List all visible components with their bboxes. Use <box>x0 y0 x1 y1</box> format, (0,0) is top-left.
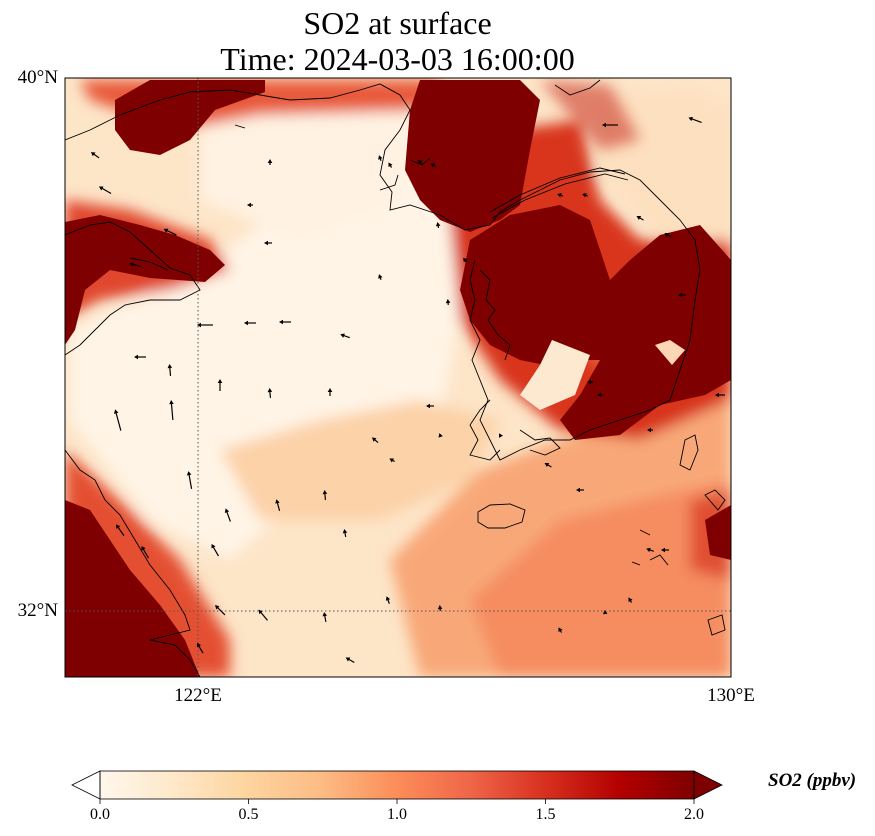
wind-vector-head <box>576 487 580 493</box>
wind-vector-head <box>267 159 273 163</box>
wind-vector-head <box>426 403 430 409</box>
wind-vector-head <box>98 186 104 191</box>
wind-vector-head <box>217 379 223 383</box>
wind-vector-head <box>247 202 251 208</box>
wind-vector-head <box>345 657 351 662</box>
wind-vector-head <box>90 152 96 157</box>
wind-vector <box>259 610 268 621</box>
lon-label-130e: 130°E <box>707 685 755 706</box>
wind-vector-head <box>113 409 119 414</box>
wind-vector-head <box>388 162 393 168</box>
wind-vector-head <box>715 392 719 398</box>
wind-vector-head <box>275 499 280 504</box>
wind-vector-head <box>163 228 169 233</box>
gridlines <box>65 78 731 677</box>
wind-vector <box>170 401 174 421</box>
wind-vector-head <box>134 354 138 360</box>
colorbar-extend-min <box>71 770 101 800</box>
wind-vector-head <box>544 463 550 467</box>
wind-vector-head <box>463 257 468 263</box>
wind-vector-head <box>378 274 383 279</box>
wind-vector-head <box>258 609 263 615</box>
wind-vector-head <box>597 392 601 398</box>
colorbar-tick: 2.0 <box>684 806 704 823</box>
wind-vector-head <box>211 543 216 549</box>
wind-vector-head <box>115 524 121 529</box>
wind-vector-head <box>215 605 220 610</box>
map-title: SO2 at surface <box>303 5 492 41</box>
map-frame <box>64 77 732 678</box>
wind-vector-head <box>327 388 333 392</box>
wind-vector-head <box>628 597 633 603</box>
wind-vectors <box>90 116 725 664</box>
wind-vector-head <box>169 400 174 405</box>
wind-vector-head <box>186 471 192 476</box>
wind-vector <box>116 525 125 537</box>
wind-vector-head <box>224 508 230 513</box>
wind-vector-head <box>678 292 682 298</box>
wind-vector-head <box>267 388 273 393</box>
colorbar-tick: 1.5 <box>535 806 556 823</box>
wind-vector <box>165 229 177 236</box>
colorbar-gradient <box>100 771 694 799</box>
colorbar-tick: 0.5 <box>238 806 259 823</box>
wind-vector-head <box>322 490 328 495</box>
wind-vector-head <box>385 596 391 601</box>
lon-label-122e: 122°E <box>174 685 222 706</box>
wind-vector-head <box>435 222 441 227</box>
wind-vector-head <box>322 612 328 617</box>
lat-label-40n: 40°N <box>17 67 58 88</box>
wind-vector-head <box>264 240 268 246</box>
wind-vector-head <box>664 233 670 237</box>
wind-vector-head <box>636 216 642 220</box>
wind-vector-head <box>417 160 423 165</box>
wind-vector-head <box>646 547 651 553</box>
colorbar-tick: 1.0 <box>387 806 407 823</box>
map-time-subtitle: Time: 2024-03-03 16:00:00 <box>220 41 575 77</box>
wind-vector-head <box>244 320 248 326</box>
wind-vector-head <box>587 379 591 385</box>
colorbar <box>71 770 723 804</box>
wind-vector <box>115 411 122 431</box>
wind-vector-head <box>197 642 201 648</box>
wind-vector <box>188 473 193 489</box>
wind-vector-head <box>167 364 173 369</box>
colorbar-label: SO2 (ppbv) <box>768 770 857 791</box>
wind-vector-head <box>141 545 146 551</box>
coastlines <box>65 79 726 677</box>
wind-vector-head <box>582 193 587 198</box>
wind-vector-head <box>438 433 443 438</box>
wind-vector-head <box>371 437 377 442</box>
wind-vector-head <box>557 193 562 198</box>
wind-vector-head <box>499 433 503 438</box>
wind-vector-head <box>661 547 665 553</box>
wind-vector-head <box>602 122 606 128</box>
wind-vector-head <box>389 458 395 463</box>
wind-vector-head <box>340 333 345 338</box>
wind-vector-head <box>437 605 443 610</box>
wind-vector-head <box>378 155 383 160</box>
wind-vector-head <box>129 262 134 267</box>
wind-vector-head <box>558 627 563 633</box>
wind-vector-head <box>647 427 651 433</box>
colorbar-extend-max <box>693 770 723 800</box>
lat-label-32n: 32°N <box>17 600 58 621</box>
wind-vector-head <box>430 163 436 168</box>
wind-vector-head <box>342 529 348 534</box>
concentration-field <box>65 78 731 677</box>
wind-vector-head <box>602 610 608 615</box>
wind-vector-head <box>445 299 451 304</box>
wind-vector-head <box>688 116 693 122</box>
wind-vector-head <box>279 319 283 325</box>
colorbar-tick: 0.0 <box>90 806 110 823</box>
wind-vector-head <box>197 322 201 328</box>
